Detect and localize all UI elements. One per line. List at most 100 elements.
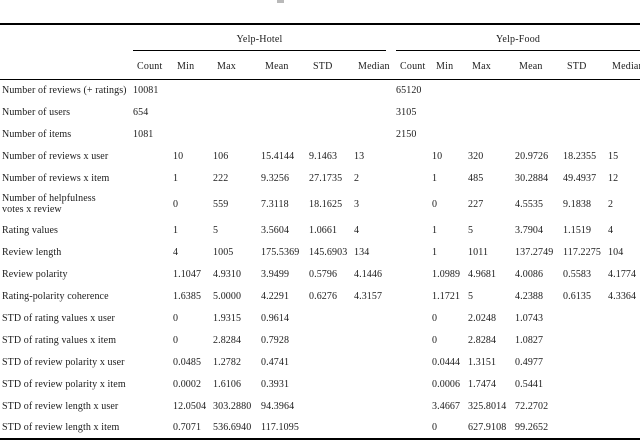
row-label: STD of rating values x user	[2, 312, 115, 324]
stat-cell: 325.8014	[468, 400, 507, 412]
stat-cell	[354, 373, 396, 395]
stat-cell: 4	[173, 246, 179, 258]
table-row: STD of review polarity x item 0.0002 1.610…	[0, 373, 640, 395]
stat-cell: 3.5604	[261, 224, 290, 236]
stat-cell: 4.3364	[608, 290, 637, 302]
stat-cell: 0.4741	[261, 356, 290, 368]
stat-cell	[608, 79, 640, 101]
table-row: STD of review length x item 0.7071 536.694…	[0, 417, 640, 439]
stat-cell	[309, 351, 354, 373]
stat-cell	[213, 79, 261, 101]
column-header-count: Count	[133, 51, 173, 80]
stat-cell: 1.7474	[468, 378, 497, 390]
stat-cell	[213, 101, 261, 123]
row-label: Rating values	[2, 224, 59, 236]
stat-cell	[354, 307, 396, 329]
stat-cell	[261, 79, 309, 101]
group-header-yelp-food: Yelp-Food	[396, 24, 640, 51]
stat-cell	[354, 351, 396, 373]
stat-cell: 27.1735	[309, 172, 343, 184]
stat-cell: 9.1463	[309, 150, 338, 162]
stat-cell: 99.2652	[515, 422, 549, 433]
table-row: Number of users 654 3105	[0, 101, 640, 123]
table-row: Number of reviews x item 1 222 9.3256 27.173…	[0, 167, 640, 189]
stat-cell	[468, 101, 515, 123]
stat-cell	[133, 307, 173, 329]
stat-cell: 104	[608, 246, 624, 258]
stat-cell	[133, 241, 173, 263]
stat-cell	[608, 417, 640, 439]
stat-cell	[354, 395, 396, 417]
stat-cell: 0.7928	[261, 334, 290, 346]
stat-cell: 0.0006	[432, 378, 461, 390]
stat-cell	[396, 219, 432, 241]
stat-cell: 0	[432, 422, 438, 433]
stat-cell: 4	[608, 224, 614, 236]
stat-cell: 137.2749	[515, 246, 554, 258]
column-header-row: Count Min Max Mean STD Median Count Min …	[0, 51, 640, 80]
stat-cell: 10	[432, 150, 443, 162]
row-label: STD of review polarity x user	[2, 356, 125, 368]
stat-cell	[309, 395, 354, 417]
column-header-mean: Mean	[515, 51, 564, 80]
stat-cell: 18.1625	[309, 198, 343, 210]
stat-cell	[133, 417, 173, 439]
stat-cell: 30.2884	[515, 172, 549, 184]
stat-cell: 227	[468, 198, 484, 210]
table-row: Review length 4 1005 175.5369 145.6903 134 1 10…	[0, 241, 640, 263]
row-label: Rating-polarity coherence	[2, 290, 109, 302]
stat-cell	[396, 373, 432, 395]
corner-cell	[0, 51, 133, 80]
stat-cell	[608, 101, 640, 123]
stat-cell	[563, 329, 608, 351]
row-label: STD of rating values x item	[2, 334, 117, 346]
row-label: Number of reviews x user	[2, 150, 109, 162]
column-header-median: Median	[608, 51, 640, 80]
row-label: STD of review length x user	[2, 400, 119, 412]
stat-cell	[173, 101, 213, 123]
row-label: Number of reviews x item	[2, 172, 110, 184]
stat-cell: 0.7071	[173, 422, 202, 433]
stat-cell	[608, 373, 640, 395]
stat-cell: 2.0248	[468, 312, 497, 324]
stat-cell: 3105	[396, 106, 417, 118]
stat-cell: 9.1838	[563, 198, 592, 210]
table-row: Number of reviews x user 10 106 15.4144 9.14…	[0, 145, 640, 167]
stat-cell: 0	[173, 334, 179, 346]
stat-cell: 4.5535	[515, 198, 544, 210]
stat-cell: 0.6135	[563, 290, 592, 302]
stat-cell: 175.5369	[261, 246, 300, 258]
table-row: Number of reviews (+ ratings) 10081 65120	[0, 79, 640, 101]
column-header-mean: Mean	[261, 51, 309, 80]
stat-cell	[396, 285, 432, 307]
stat-cell: 0.5441	[515, 378, 544, 390]
stat-cell: 1.1047	[173, 268, 202, 280]
stat-cell	[563, 395, 608, 417]
stat-cell: 559	[213, 198, 229, 210]
stat-cell: 134	[354, 246, 370, 258]
stat-cell	[133, 285, 173, 307]
column-header-count: Count	[396, 51, 433, 80]
group-header-yelp-hotel: Yelp-Hotel	[133, 24, 396, 51]
stat-cell: 0.4977	[515, 356, 544, 368]
stat-cell	[396, 351, 432, 373]
column-header-std: STD	[563, 51, 609, 80]
stat-cell: 3	[354, 198, 360, 210]
stat-cell: 5	[213, 224, 219, 236]
stat-cell: 15	[608, 150, 619, 162]
stat-cell: 1	[432, 172, 438, 184]
table-row: Number of helpfulness votes x review 0 559…	[0, 189, 640, 219]
stat-cell: 0.5583	[563, 268, 592, 280]
stat-cell: 1011	[468, 246, 489, 258]
stat-cell	[133, 145, 173, 167]
column-header-std: STD	[309, 51, 354, 80]
stat-cell: 10081	[133, 84, 159, 96]
stat-cell: 0	[432, 334, 438, 346]
stat-cell	[173, 123, 213, 145]
column-header-min: Min	[432, 51, 469, 80]
stat-cell	[515, 79, 563, 101]
stat-cell: 1.9315	[213, 312, 242, 324]
stat-cell: 20.9726	[515, 150, 549, 162]
stat-cell	[608, 123, 640, 145]
table-row: Rating values 1 5 3.5604 1.0661 4 1 5 3.7904 1.15…	[0, 219, 640, 241]
